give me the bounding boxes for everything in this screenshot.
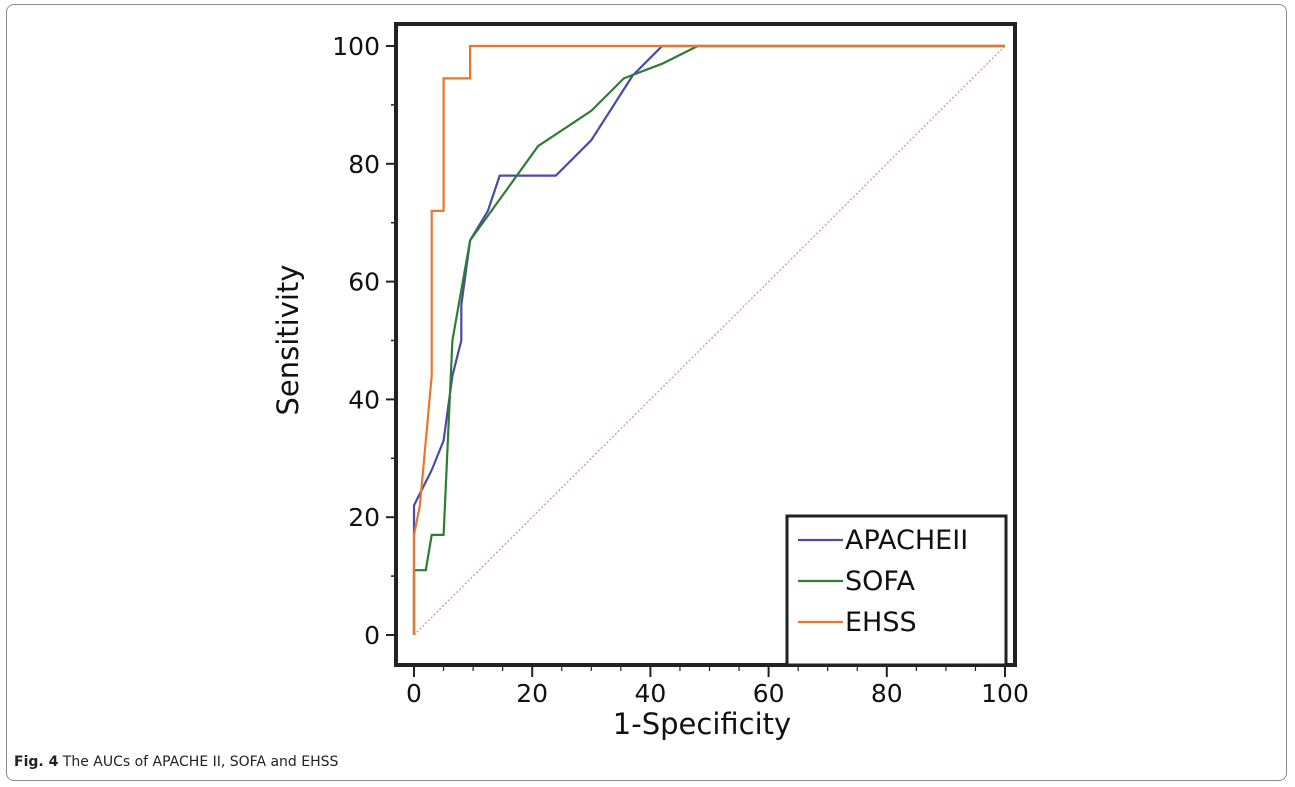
legend-label: APACHEII [845,525,968,556]
x-tick-label: 0 [406,679,422,708]
x-tick-label: 100 [981,679,1029,708]
reference-diagonal [413,45,1006,636]
legend: APACHEII SOFA EHSS [785,514,1008,667]
caption-text: The AUCs of APACHE II, SOFA and EHSS [62,754,339,770]
caption-label: Fig. 4 [14,754,59,770]
x-tick-label: 20 [516,679,548,708]
y-tick-label: 60 [348,268,380,297]
series-layer [412,44,1005,635]
x-tick-label: 80 [871,679,903,708]
series-line-ehss [412,44,1005,635]
series-line-apacheii [412,44,1005,635]
legend-label: EHSS [845,607,917,638]
x-tick-label: 40 [634,679,666,708]
y-tick-label: 80 [348,150,380,179]
legend-label: SOFA [845,566,915,597]
reference-line [413,45,1006,636]
figure-caption: Fig. 4 The AUCs of APACHE II, SOFA and E… [14,754,338,770]
x-tick-label: 60 [753,679,785,708]
y-axis-title: Sensitivity [271,265,305,416]
y-tick-label: 100 [332,32,380,61]
y-axis: 0 20 40 60 80 100 [332,32,396,650]
legend-box [785,514,1008,667]
y-tick-label: 0 [364,621,380,650]
series-line-sofa [412,44,1005,635]
x-axis: 0 20 40 60 80 100 [406,665,1029,708]
x-axis-title: 1-Specificity [613,707,791,741]
y-tick-label: 20 [348,503,380,532]
y-tick-label: 40 [348,385,380,414]
